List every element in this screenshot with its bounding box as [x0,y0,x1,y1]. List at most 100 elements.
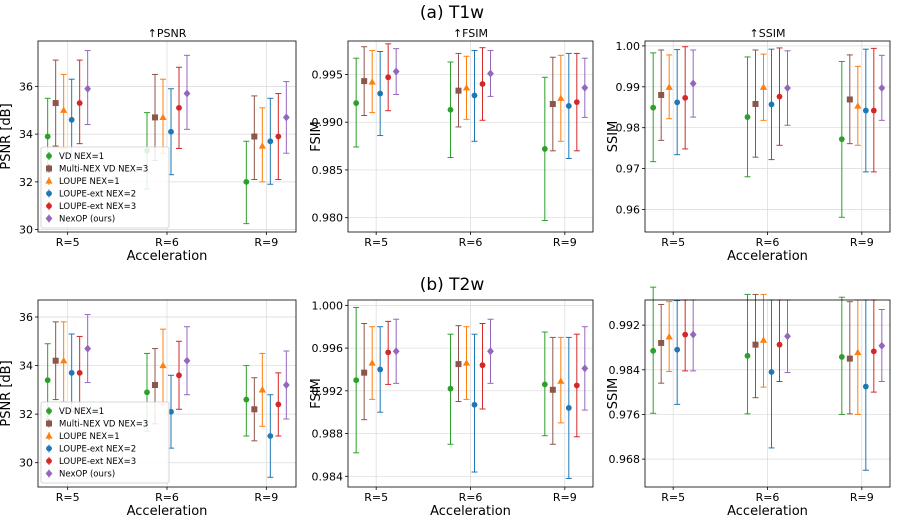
data-point [84,84,92,93]
data-point [650,104,657,111]
y-axis-label: FSIM [309,378,324,409]
data-point [44,377,51,384]
data-point [275,401,282,408]
data-point [84,344,92,353]
series-loupe-ext-nex-2 [68,333,274,478]
x-tick-label: R=6 [155,491,179,504]
legend-marker [45,469,53,478]
x-tick-label: R=5 [661,491,685,504]
legend-marker [46,153,52,159]
legend-box [40,146,170,229]
x-tick-label: R=6 [756,491,780,504]
series-nexop-ours- [84,50,290,154]
x-tick-label: R=9 [254,236,278,249]
y-tick-label: 0.99 [616,81,641,94]
y-tick-label: 0.968 [609,453,641,466]
x-tick-label: R=5 [56,236,80,249]
legend-label: Multi-NEX VD NEX=3 [59,165,148,175]
x-axis-label: Acceleration [127,249,208,264]
data-point [557,94,565,101]
data-point [52,100,59,107]
data-point [682,94,689,101]
data-point [581,83,589,92]
series-nexop-ours- [689,49,886,126]
data-point [658,339,665,346]
data-point [674,346,681,353]
series-multi-nex-vd-nex-3 [52,59,258,180]
legend-box [40,401,170,484]
data-point [455,87,462,94]
series-multi-nex-vd-nex-3 [361,46,556,152]
data-point [462,359,471,366]
data-point [541,146,548,152]
data-point [159,361,167,369]
data-point [674,99,681,106]
legend-label: Multi-NEX VD NEX=3 [59,420,148,430]
legend: VD NEX=1 Multi-NEX VD NEX=3 LOUPE NEX=1 LOU… [40,146,170,229]
y-tick-label: 0.988 [312,428,344,441]
x-tick-label: R=6 [459,491,483,504]
series-multi-nex-vd-nex-3 [361,323,556,445]
data-point [759,83,768,90]
data-point [392,347,400,356]
data-point [768,101,775,108]
panel-t2w-fsim: 0.984 0.988 0.992 0.996 1.000 R=5 R=6 R=9 Accele… [309,299,594,519]
data-point [744,114,751,120]
data-point [846,96,853,103]
series-loupe-ext-nex-3 [385,320,580,438]
data-point [650,347,657,354]
x-axis-label: Acceleration [727,249,808,264]
data-point [854,348,862,356]
data-point [44,133,51,140]
y-tick-label: 0.980 [312,212,344,225]
data-point [846,355,853,362]
panel-t1w-fsim: 0.980 0.985 0.990 0.995 R=5 R=6 R=9 FSIM ↑FSIM [309,27,594,249]
data-point [377,366,384,373]
data-point [689,330,697,339]
data-point [768,369,775,375]
series-loupe-nex-1 [368,326,565,424]
data-point [784,332,791,341]
y-tick-label: 0.984 [312,470,344,483]
data-point [838,136,845,143]
data-point [183,89,191,98]
legend-label: VD NEX=1 [59,152,104,162]
data-point [665,333,673,340]
data-point [878,84,886,93]
data-point [243,396,250,403]
data-point [251,133,258,140]
data-point [60,106,68,113]
data-point [60,356,68,364]
x-tick-label: R=9 [553,236,577,249]
y-tick-label: 0.992 [609,319,641,332]
data-point [573,99,580,106]
panel-t2w-ssim: 0.968 0.976 0.984 0.992 R=5 R=6 R=9 Acceleratio… [606,286,891,519]
data-point [870,107,877,114]
data-point [176,104,182,111]
legend-marker [45,432,53,439]
data-point [377,90,384,97]
y-axis-label: PSNR [dB] [0,360,14,426]
data-point [392,67,400,76]
data-point [361,78,368,85]
data-point [282,113,290,122]
legend-label: LOUPE NEX=1 [59,177,120,187]
data-point [76,369,83,376]
x-axis-label: Acceleration [127,504,208,519]
data-point [353,100,360,106]
series-loupe-nex-1 [60,321,266,427]
data-point [76,100,83,106]
series-multi-nex-vd-nex-3 [658,293,853,415]
subplot-title: ↑PSNR [148,27,187,40]
legend-label: LOUPE-ext NEX=3 [59,457,136,467]
panel-t1w-psnr: 30 32 34 36 R=5 R=6 R=9 Acceleration PSNR [dB] ↑P… [0,27,297,264]
y-tick-label: 0.985 [312,164,344,177]
row-title-t1w: (a) T1w [420,3,484,23]
y-axis-label: SSIM [606,121,621,153]
legend-label: LOUPE-ext NEX=2 [59,445,136,455]
data-point [282,381,290,389]
legend-label: LOUPE NEX=1 [59,432,120,442]
y-tick-label: 1.000 [312,299,344,312]
y-tick-label: 0.996 [312,342,344,355]
